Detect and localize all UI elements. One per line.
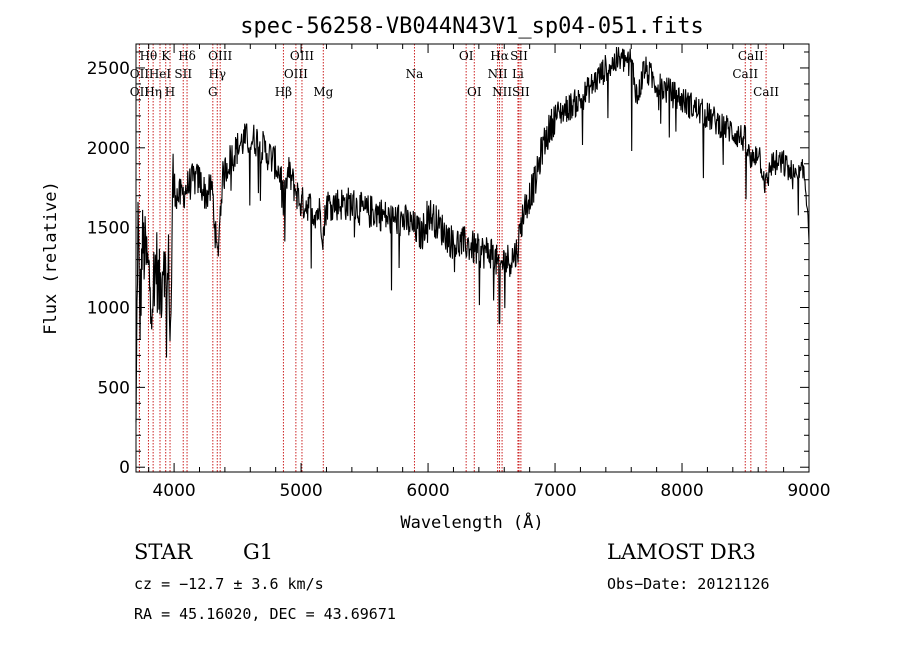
annotation-label: H <box>165 85 175 99</box>
annotation-label: OIII <box>208 49 232 63</box>
plot-frame <box>135 43 810 473</box>
x-axis-ticks: 4000 5000 6000 7000 8000 9000 <box>148 44 831 501</box>
annotation-label: OI <box>459 49 474 63</box>
annotation-label: K <box>161 49 171 63</box>
annotation-label: G <box>208 85 218 99</box>
y-axis-ticks: 0 500 1000 1500 2000 2500 <box>87 51 809 478</box>
x-tick-label: 4000 <box>152 481 195 501</box>
annotation-label: SII <box>510 49 528 63</box>
x-axis-label: Wavelength (Å) <box>400 511 543 533</box>
annotation-label: SII <box>174 67 192 81</box>
annotation-label: Hδ <box>178 49 196 63</box>
annotation-label: Li <box>512 67 524 81</box>
y-tick-label: 1500 <box>87 219 130 239</box>
annotation-label: OIII <box>290 49 314 63</box>
object-class: STAR <box>134 540 193 564</box>
x-tick-label: 8000 <box>660 481 703 501</box>
chart-title: spec-56258-VB044N43V1_sp04-051.fits <box>240 14 704 39</box>
x-tick-label: 5000 <box>279 481 322 501</box>
y-tick-label: 0 <box>119 458 130 478</box>
x-tick-label: 9000 <box>787 481 830 501</box>
redshift-cz: cz = −12.7 ± 3.6 km/s <box>134 575 324 593</box>
annotation-label: Hβ <box>275 85 292 99</box>
y-tick-label: 2000 <box>87 139 130 159</box>
annotation-label: Mg <box>313 85 333 99</box>
spectrum-line <box>135 46 810 423</box>
obs-date: Obs−Date: 20121126 <box>607 575 770 593</box>
x-tick-label: 7000 <box>533 481 576 501</box>
annotation-label: CaII <box>753 85 779 99</box>
annotation-label: NII <box>488 67 508 81</box>
annotation-label: Hη <box>144 85 162 99</box>
annotation-label: OI <box>467 85 482 99</box>
annotation-label: SII <box>512 85 530 99</box>
annotation-label: CaII <box>732 67 758 81</box>
annotation-label: Hθ <box>140 49 158 63</box>
annotation-label: NII <box>492 85 512 99</box>
y-tick-label: 2500 <box>87 59 130 79</box>
annotation-label: HeI <box>149 67 172 81</box>
annotation-label: OIII <box>284 67 308 81</box>
annotation-label: OII <box>130 85 150 99</box>
annotation-label: CaII <box>738 49 764 63</box>
annotation-label: Hγ <box>208 67 226 81</box>
annotation-label: OII <box>130 67 150 81</box>
y-axis-label: Flux (relative) <box>41 181 61 335</box>
survey-name: LAMOST DR3 <box>607 540 756 564</box>
y-tick-label: 500 <box>98 378 130 398</box>
y-tick-label: 1000 <box>87 299 130 319</box>
annotation-label: Na <box>406 67 424 81</box>
annotation-label: Hα <box>490 49 509 63</box>
x-tick-label: 6000 <box>406 481 449 501</box>
ra-dec: RA = 45.16020, DEC = 43.69671 <box>134 605 396 623</box>
object-subclass: G1 <box>243 540 274 564</box>
